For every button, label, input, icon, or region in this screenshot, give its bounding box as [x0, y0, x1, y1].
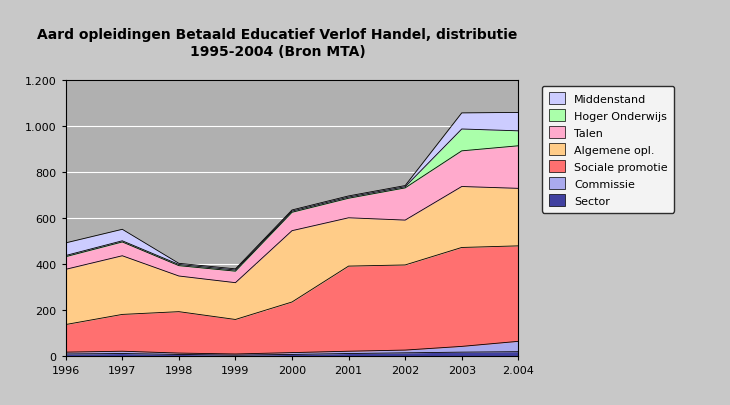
Legend: Middenstand, Hoger Onderwijs, Talen, Algemene opl., Sociale promotie, Commissie,: Middenstand, Hoger Onderwijs, Talen, Alg… — [542, 87, 675, 213]
Text: Aard opleidingen Betaald Educatief Verlof Handel, distributie
1995-2004 (Bron MT: Aard opleidingen Betaald Educatief Verlo… — [37, 28, 518, 58]
